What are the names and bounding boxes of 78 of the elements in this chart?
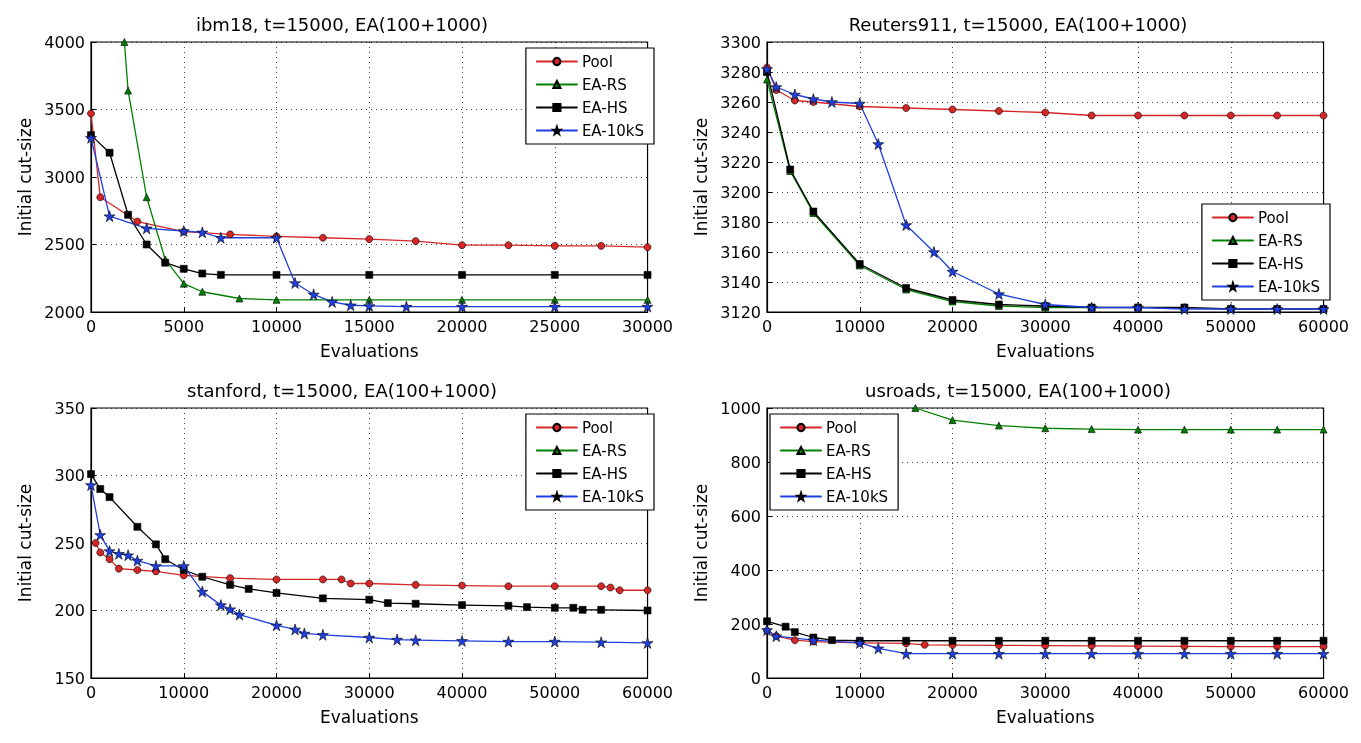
y-tick-label: 3500 [44, 100, 85, 119]
legend-label: EA-RS [826, 441, 871, 460]
x-tick-label: 15000 [343, 316, 395, 336]
y-tick-label: 300 [54, 466, 85, 485]
y-tick-label: 200 [54, 601, 85, 620]
y-tick-label: 3260 [720, 92, 761, 112]
legend-label: Pool [826, 418, 858, 437]
y-tick-label: 3140 [720, 272, 761, 292]
y-tick-label: 3180 [720, 212, 761, 232]
legend-label: EA-RS [581, 75, 627, 94]
y-tick-label: 2000 [44, 302, 85, 322]
y-tick-label: 3120 [720, 302, 761, 322]
y-tick-label: 350 [54, 398, 85, 418]
x-tick-label: 20000 [927, 316, 978, 336]
y-tick-label: 250 [54, 533, 85, 553]
x-axis-title: Evaluations [319, 340, 419, 361]
y-tick-label: 400 [730, 560, 761, 580]
legend-label: EA-HS [1257, 254, 1304, 273]
x-tick-label: 10000 [834, 316, 886, 336]
x-tick-label: 25000 [529, 316, 581, 336]
x-tick-label: 60000 [622, 682, 673, 702]
y-axis-title: Initial cut-size [690, 483, 711, 603]
y-tick-label: 3000 [44, 167, 85, 187]
legend-label: EA-10kS [581, 121, 645, 140]
y-tick-label: 800 [730, 452, 761, 472]
x-tick-label: 10000 [158, 682, 210, 702]
x-tick-label: 60000 [1298, 316, 1349, 336]
y-tick-label: 3220 [720, 152, 761, 172]
legend-label: EA-HS [581, 98, 628, 117]
x-tick-label: 60000 [1298, 682, 1349, 702]
legend-label: EA-10kS [581, 487, 645, 506]
y-tick-label: 3280 [720, 62, 761, 82]
x-tick-label: 30000 [622, 316, 673, 336]
legend-label: EA-HS [581, 464, 628, 483]
legend-label: EA-10kS [826, 487, 889, 506]
y-axis-title: Initial cut-size [14, 117, 35, 237]
x-axis-title: Evaluations [995, 340, 1095, 361]
x-tick-label: 30000 [343, 682, 395, 702]
y-tick-label: 1000 [720, 398, 761, 418]
y-axis-title: Initial cut-size [14, 483, 35, 603]
x-axis-title: Evaluations [319, 706, 419, 727]
x-tick-label: 20000 [927, 682, 978, 702]
x-tick-label: 20000 [251, 682, 302, 702]
legend-label: EA-RS [1257, 231, 1303, 250]
y-axis-title: Initial cut-size [690, 117, 711, 237]
x-axis-title: Evaluations [995, 706, 1095, 727]
x-tick-label: 30000 [1019, 682, 1071, 702]
y-tick-label: 2500 [44, 235, 85, 254]
y-tick-label: 0 [750, 668, 761, 688]
x-tick-label: 20000 [436, 316, 488, 336]
y-tick-label: 3240 [720, 122, 761, 142]
legend-label: Pool [1257, 208, 1289, 227]
x-tick-label: 5000 [163, 316, 205, 336]
legend-label: EA-10kS [1257, 277, 1321, 296]
x-tick-label: 10000 [251, 316, 302, 336]
x-tick-label: 50000 [1205, 682, 1257, 702]
y-tick-label: 3160 [720, 242, 761, 262]
chart-title: Reuters911, t=15000, EA(100+1000) [848, 13, 1188, 35]
x-tick-label: 50000 [1205, 316, 1257, 336]
y-tick-label: 600 [730, 506, 761, 526]
legend-label: Pool [581, 418, 613, 437]
legend-label: EA-HS [826, 464, 872, 483]
y-tick-label: 3300 [720, 32, 761, 52]
chart-title: stanford, t=15000, EA(100+1000) [187, 379, 497, 401]
x-tick-label: 40000 [1112, 682, 1164, 702]
chart-title: ibm18, t=15000, EA(100+1000) [195, 13, 489, 35]
x-tick-label: 30000 [1019, 316, 1071, 336]
legend-label: EA-RS [581, 441, 627, 460]
y-tick-label: 3200 [720, 182, 761, 202]
x-tick-label: 50000 [529, 682, 581, 702]
y-tick-label: 150 [54, 668, 85, 688]
y-tick-label: 4000 [44, 32, 85, 52]
y-tick-label: 200 [730, 614, 761, 634]
chart-title: usroads, t=15000, EA(100+1000) [865, 379, 1171, 401]
legend-label: Pool [581, 52, 613, 71]
x-tick-label: 10000 [834, 682, 886, 702]
x-tick-label: 40000 [1112, 316, 1164, 336]
x-tick-label: 40000 [436, 682, 488, 702]
